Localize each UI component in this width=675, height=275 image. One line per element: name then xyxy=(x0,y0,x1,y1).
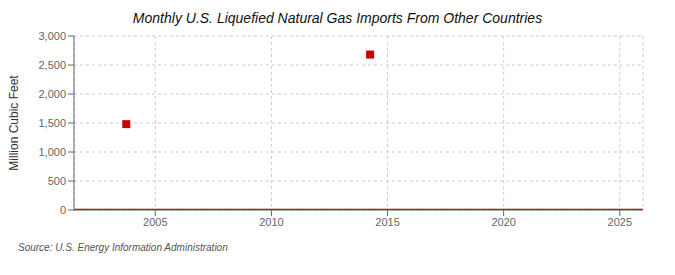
svg-text:1,500: 1,500 xyxy=(38,117,66,129)
svg-text:2020: 2020 xyxy=(491,216,515,228)
svg-text:2010: 2010 xyxy=(259,216,283,228)
svg-text:Million Cubic Feet: Million Cubic Feet xyxy=(8,75,21,171)
html-text:Source: U.S. Energy Informatio: Source: U.S. Energy Information Administ… xyxy=(18,242,228,253)
svg-text:2005: 2005 xyxy=(143,216,167,228)
svg-text:500: 500 xyxy=(48,175,66,187)
svg-text:2025: 2025 xyxy=(608,216,632,228)
svg-text:3,000: 3,000 xyxy=(38,30,66,42)
svg-text:2,000: 2,000 xyxy=(38,88,66,100)
html-text:Monthly U.S. Liquefied Natural: Monthly U.S. Liquefied Natural Gas Impor… xyxy=(132,10,543,26)
svg-text:0: 0 xyxy=(60,204,66,216)
svg-text:2,500: 2,500 xyxy=(38,59,66,71)
svg-text:1,000: 1,000 xyxy=(38,146,66,158)
svg-text:2015: 2015 xyxy=(375,216,399,228)
